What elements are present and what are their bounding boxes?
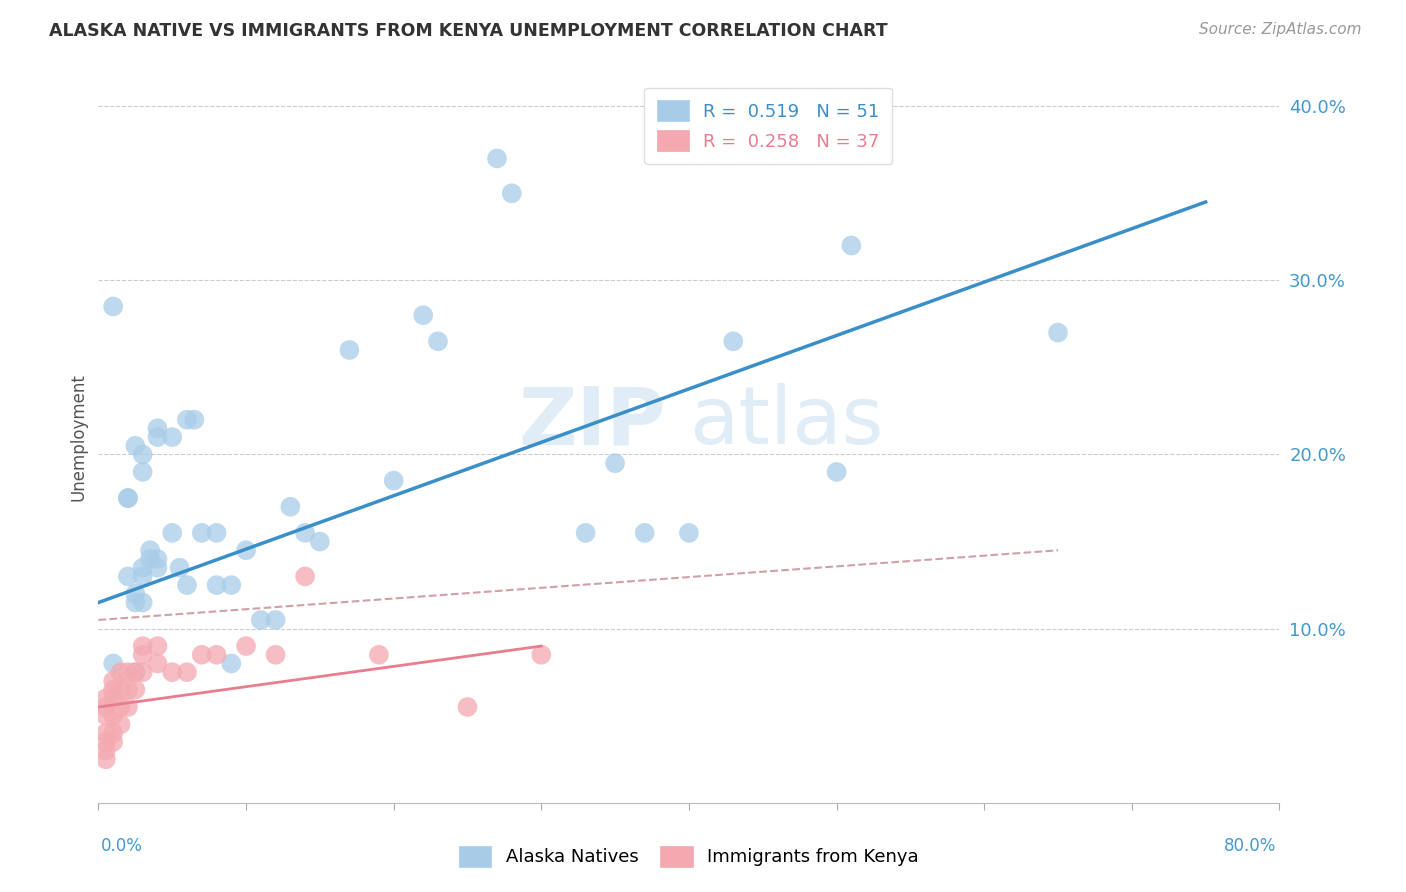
Point bbox=[678, 525, 700, 540]
Point bbox=[721, 334, 744, 349]
Point bbox=[132, 448, 155, 462]
Point bbox=[633, 525, 655, 540]
Point bbox=[162, 430, 183, 444]
Point bbox=[132, 639, 155, 653]
Point bbox=[427, 334, 450, 349]
Point bbox=[103, 691, 125, 706]
Point bbox=[117, 569, 139, 583]
Text: ZIP: ZIP bbox=[517, 384, 665, 461]
Point bbox=[94, 700, 117, 714]
Point bbox=[146, 430, 169, 444]
Point bbox=[162, 665, 183, 680]
Point bbox=[146, 552, 169, 566]
Point bbox=[94, 691, 117, 706]
Point bbox=[124, 587, 146, 601]
Point bbox=[94, 752, 117, 766]
Point bbox=[110, 717, 132, 731]
Point bbox=[117, 682, 139, 697]
Text: atlas: atlas bbox=[689, 384, 883, 461]
Y-axis label: Unemployment: Unemployment bbox=[69, 373, 87, 501]
Point bbox=[103, 735, 125, 749]
Point bbox=[574, 525, 596, 540]
Text: 80.0%: 80.0% bbox=[1225, 837, 1277, 855]
Point bbox=[183, 412, 205, 426]
Point bbox=[94, 726, 117, 740]
Point bbox=[110, 665, 132, 680]
Point bbox=[110, 700, 132, 714]
Point bbox=[103, 673, 125, 688]
Text: ALASKA NATIVE VS IMMIGRANTS FROM KENYA UNEMPLOYMENT CORRELATION CHART: ALASKA NATIVE VS IMMIGRANTS FROM KENYA U… bbox=[49, 22, 887, 40]
Point bbox=[117, 491, 139, 505]
Point bbox=[132, 648, 155, 662]
Point bbox=[124, 595, 146, 609]
Point bbox=[501, 186, 523, 201]
Point bbox=[124, 682, 146, 697]
Text: Source: ZipAtlas.com: Source: ZipAtlas.com bbox=[1198, 22, 1361, 37]
Point bbox=[382, 474, 405, 488]
Point bbox=[169, 560, 191, 574]
Point bbox=[235, 543, 257, 558]
Point bbox=[132, 595, 155, 609]
Point bbox=[139, 552, 162, 566]
Point bbox=[250, 613, 273, 627]
Point bbox=[205, 648, 228, 662]
Point bbox=[110, 682, 132, 697]
Point bbox=[605, 456, 627, 470]
Point bbox=[1046, 326, 1069, 340]
Point bbox=[146, 421, 169, 435]
Point bbox=[132, 569, 155, 583]
Point bbox=[117, 491, 139, 505]
Point bbox=[337, 343, 360, 357]
Point bbox=[103, 726, 125, 740]
Point bbox=[132, 465, 155, 479]
Point bbox=[486, 152, 509, 166]
Point bbox=[219, 578, 242, 592]
Point bbox=[205, 578, 228, 592]
Point bbox=[264, 613, 287, 627]
Point bbox=[103, 708, 125, 723]
Point bbox=[94, 708, 117, 723]
Point bbox=[219, 657, 242, 671]
Point bbox=[103, 682, 125, 697]
Point bbox=[205, 525, 228, 540]
Point bbox=[103, 657, 125, 671]
Point bbox=[368, 648, 391, 662]
Point bbox=[825, 465, 848, 479]
Point bbox=[191, 525, 214, 540]
Legend: R =  0.519   N = 51, R =  0.258   N = 37: R = 0.519 N = 51, R = 0.258 N = 37 bbox=[644, 87, 893, 164]
Point bbox=[139, 543, 162, 558]
Point bbox=[294, 569, 316, 583]
Point bbox=[309, 534, 332, 549]
Point bbox=[176, 578, 198, 592]
Point bbox=[839, 238, 862, 252]
Point bbox=[191, 648, 214, 662]
Point bbox=[412, 308, 434, 322]
Point bbox=[146, 560, 169, 574]
Point bbox=[278, 500, 302, 514]
Point bbox=[124, 665, 146, 680]
Point bbox=[530, 648, 553, 662]
Point bbox=[176, 665, 198, 680]
Point bbox=[103, 300, 125, 314]
Point bbox=[132, 560, 155, 574]
Point bbox=[235, 639, 257, 653]
Point bbox=[456, 700, 478, 714]
Point bbox=[117, 700, 139, 714]
Point bbox=[132, 665, 155, 680]
Legend: Alaska Natives, Immigrants from Kenya: Alaska Natives, Immigrants from Kenya bbox=[451, 838, 927, 874]
Point bbox=[294, 525, 316, 540]
Point bbox=[264, 648, 287, 662]
Point bbox=[176, 412, 198, 426]
Point bbox=[162, 525, 183, 540]
Point bbox=[124, 665, 146, 680]
Point bbox=[94, 735, 117, 749]
Point bbox=[124, 439, 146, 453]
Point bbox=[94, 743, 117, 757]
Point bbox=[146, 657, 169, 671]
Point bbox=[117, 665, 139, 680]
Text: 0.0%: 0.0% bbox=[101, 837, 143, 855]
Point bbox=[146, 639, 169, 653]
